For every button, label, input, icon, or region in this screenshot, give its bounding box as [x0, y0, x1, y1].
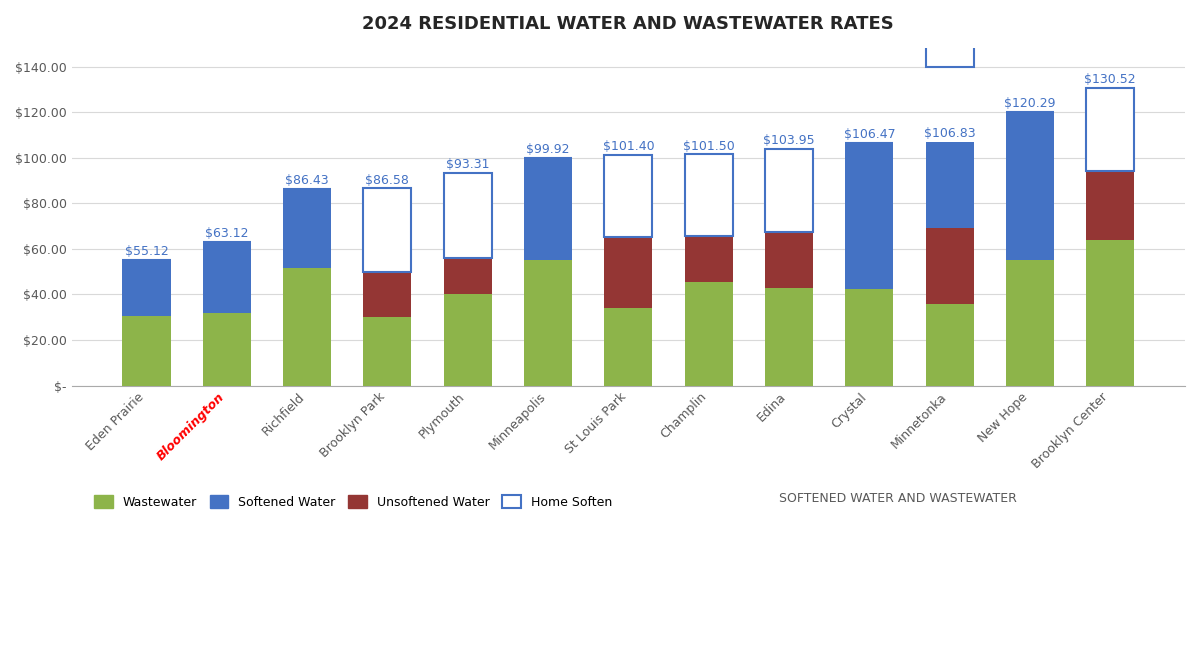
- Bar: [684, 155, 733, 236]
- Bar: [764, 149, 814, 232]
- Bar: [524, 260, 572, 386]
- Text: $101.50: $101.50: [683, 140, 734, 153]
- Text: $120.29: $120.29: [1004, 97, 1056, 110]
- Bar: [364, 317, 412, 386]
- Bar: [122, 316, 170, 386]
- Bar: [444, 173, 492, 258]
- Text: $55.12: $55.12: [125, 245, 168, 258]
- Bar: [1086, 240, 1134, 386]
- Text: SOFTENED WATER AND WASTEWATER: SOFTENED WATER AND WASTEWATER: [779, 492, 1016, 505]
- Legend: Wastewater, Softened Water, Unsoftened Water, Home Soften: Wastewater, Softened Water, Unsoftened W…: [89, 490, 617, 514]
- Bar: [1086, 89, 1134, 171]
- Text: $106.83: $106.83: [924, 127, 976, 141]
- Bar: [925, 304, 973, 386]
- Bar: [444, 258, 492, 294]
- Bar: [684, 236, 733, 282]
- Bar: [203, 312, 251, 386]
- Bar: [1006, 112, 1054, 260]
- Bar: [605, 155, 653, 238]
- Bar: [764, 288, 814, 386]
- Text: $103.95: $103.95: [763, 134, 815, 147]
- Bar: [845, 289, 894, 386]
- Bar: [283, 188, 331, 268]
- Text: $86.58: $86.58: [366, 174, 409, 186]
- Bar: [364, 188, 412, 272]
- Text: $130.52: $130.52: [1085, 73, 1136, 87]
- Bar: [444, 294, 492, 386]
- Bar: [925, 0, 973, 67]
- Text: $101.40: $101.40: [602, 140, 654, 153]
- Bar: [925, 228, 973, 304]
- Bar: [1086, 171, 1134, 240]
- Bar: [605, 238, 653, 308]
- Text: $99.92: $99.92: [527, 143, 570, 156]
- Text: $86.43: $86.43: [286, 174, 329, 187]
- Bar: [1006, 260, 1054, 386]
- Bar: [764, 232, 814, 288]
- Bar: [684, 282, 733, 386]
- Text: $63.12: $63.12: [205, 227, 248, 240]
- Bar: [605, 308, 653, 386]
- Bar: [203, 242, 251, 312]
- Bar: [524, 158, 572, 260]
- Bar: [122, 260, 170, 316]
- Bar: [364, 272, 412, 317]
- Bar: [925, 143, 973, 304]
- Bar: [845, 143, 894, 289]
- Text: $106.47: $106.47: [844, 129, 895, 141]
- Text: $93.31: $93.31: [446, 159, 490, 171]
- Bar: [283, 268, 331, 386]
- Title: 2024 RESIDENTIAL WATER AND WASTEWATER RATES: 2024 RESIDENTIAL WATER AND WASTEWATER RA…: [362, 15, 894, 33]
